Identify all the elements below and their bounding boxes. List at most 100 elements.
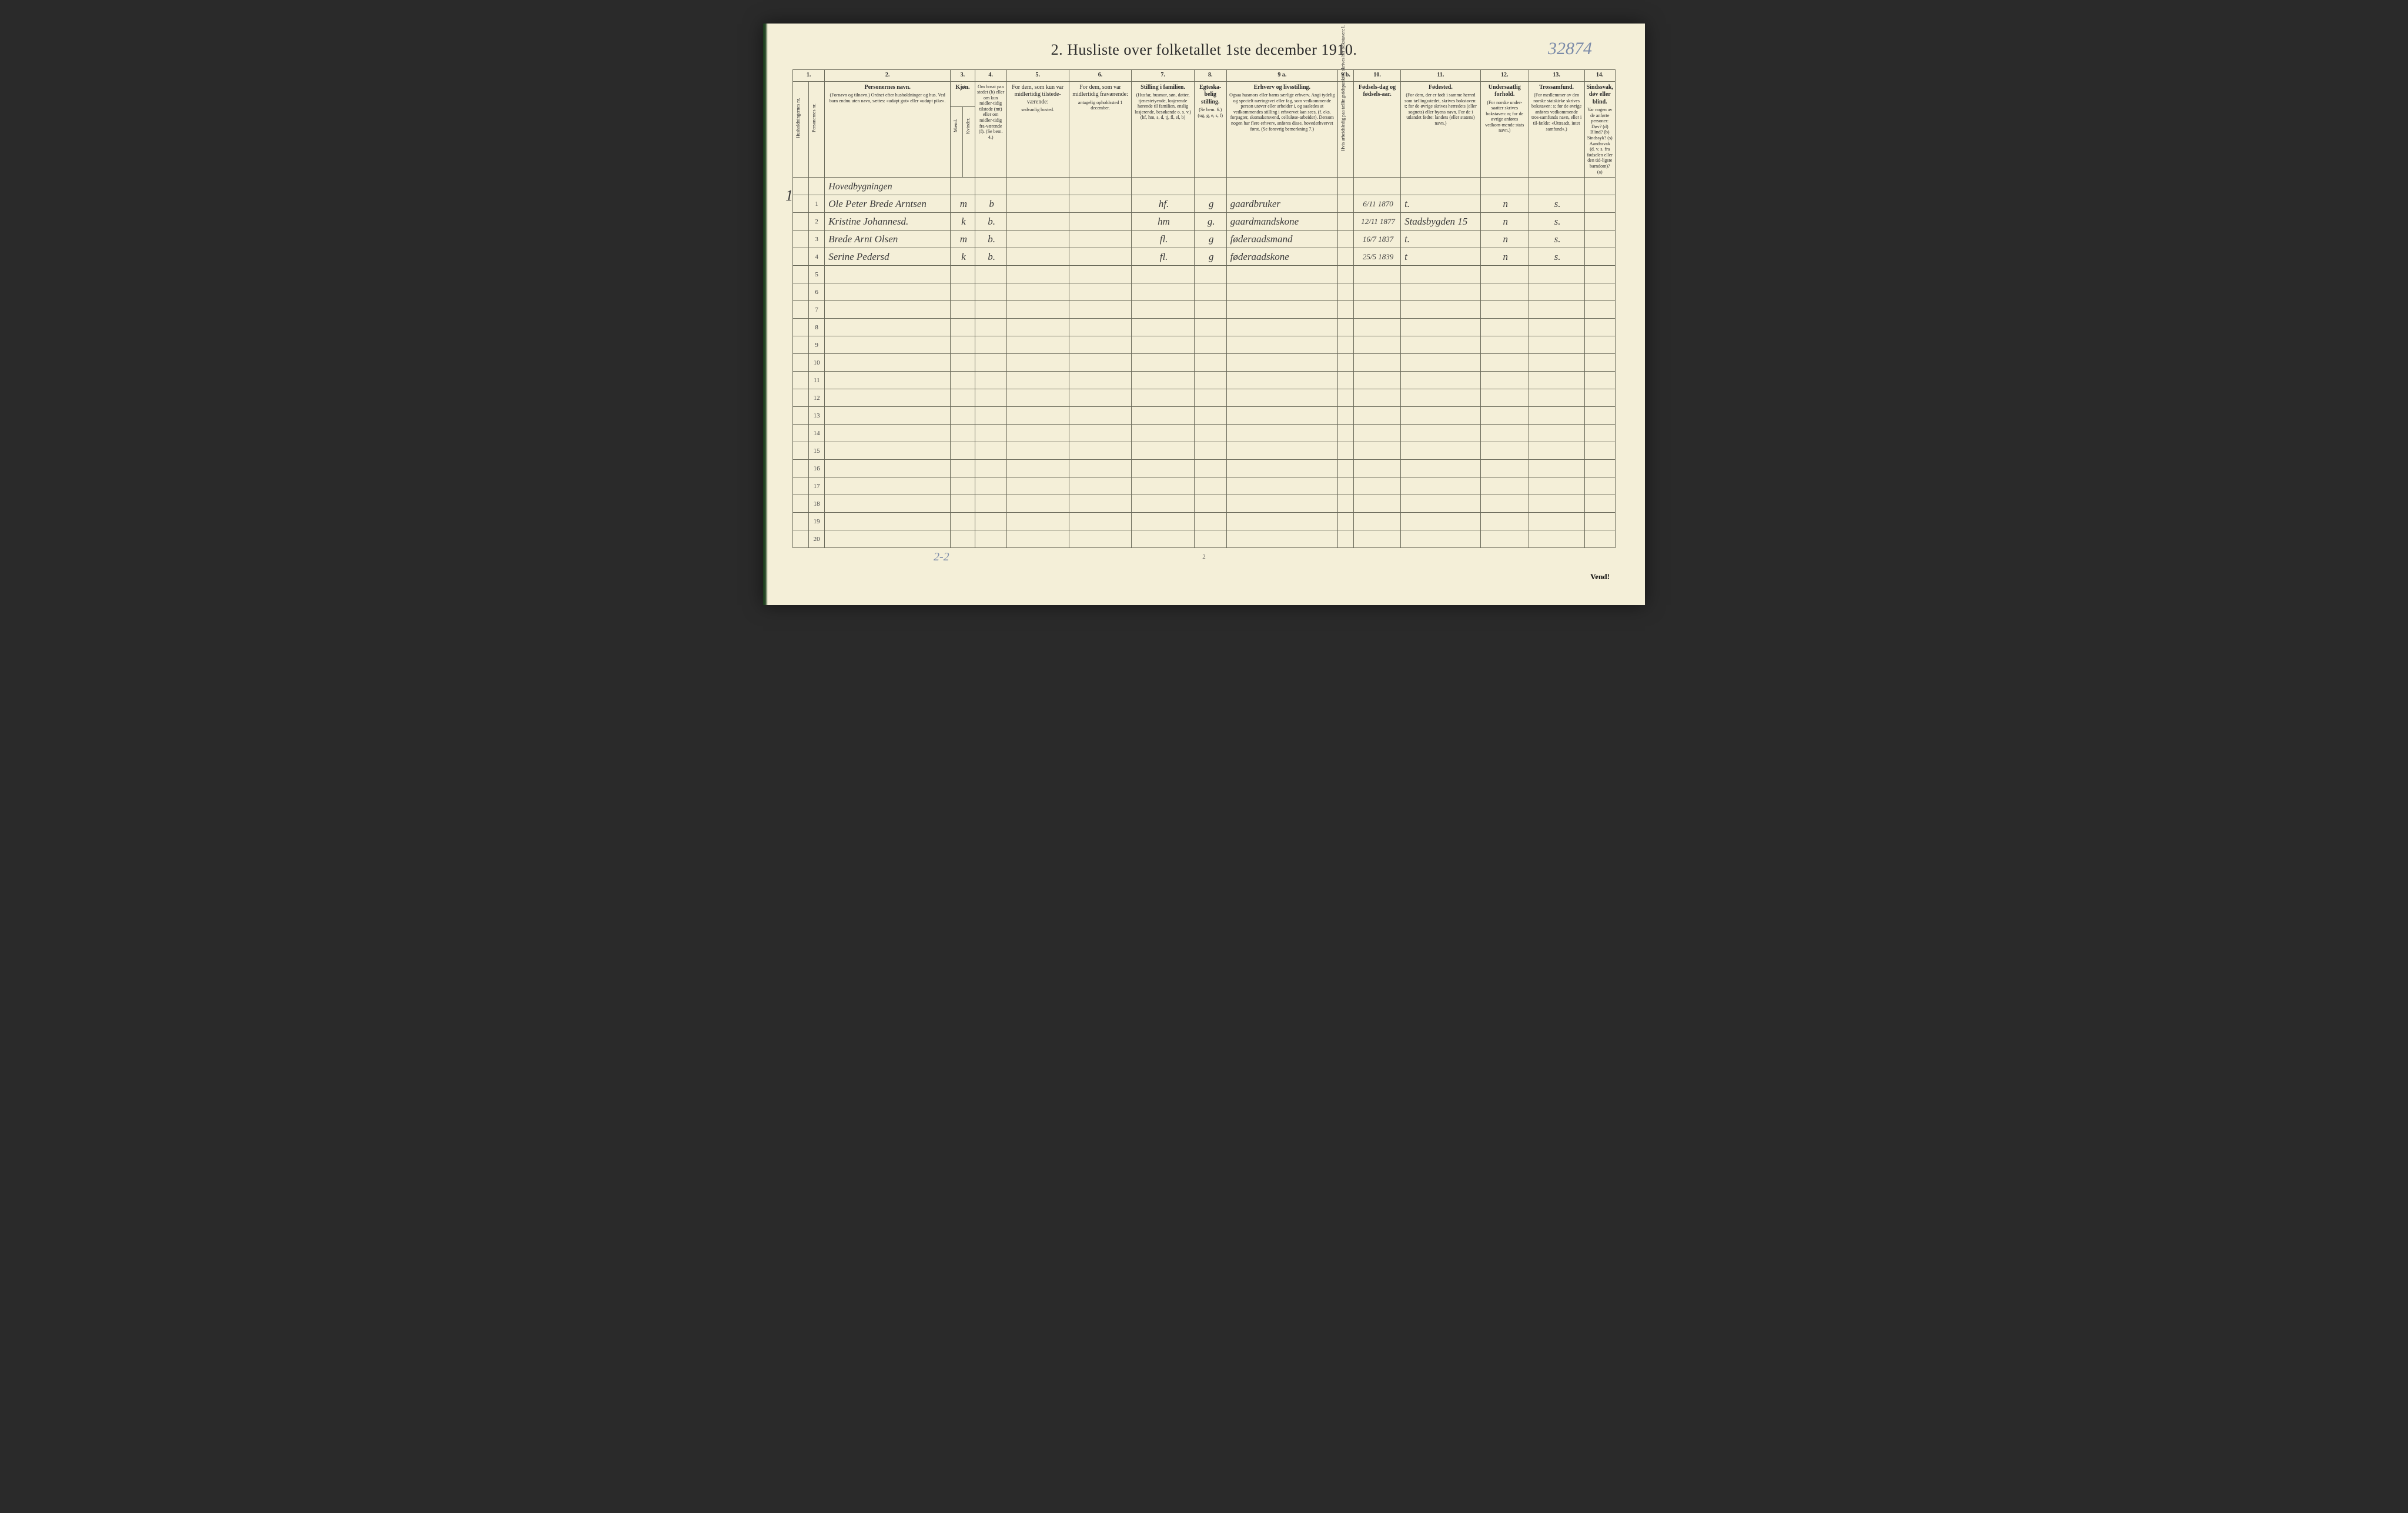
cell [1069,460,1132,477]
cell-unemployed [1337,213,1353,231]
cell-religion: s. [1529,231,1584,248]
head-religion-main: Trossamfund. [1531,84,1583,92]
cell [1354,425,1401,442]
cell [951,442,975,460]
cell [975,530,1006,548]
cell [1069,513,1132,530]
cell [1337,407,1353,425]
colnum-7: 7. [1132,70,1195,82]
cell [1480,301,1529,319]
cell [1584,495,1615,513]
head-infirmity-sub: Var nogen av de anførte personer: Døv? (… [1587,107,1613,175]
cell [1132,530,1195,548]
cell [1584,178,1615,195]
cell-dob: 6/11 1870 [1354,195,1401,213]
cell-family-pos: hm [1132,213,1195,231]
cell [1354,336,1401,354]
cell-infirmity [1584,195,1615,213]
cell-occupation: føderaadsmand [1226,231,1337,248]
cell [1401,425,1481,442]
cell [1069,407,1132,425]
cell-person-num: 18 [809,495,825,513]
cell-sex: k [951,213,975,231]
cell [1226,425,1337,442]
cell [1401,460,1481,477]
cell [1529,354,1584,372]
cell [1194,301,1226,319]
cell [1006,178,1069,195]
head-temp-present-sub: sedvanlig bosted. [1009,107,1067,113]
cell [1194,354,1226,372]
cell [1337,319,1353,336]
page-title: 2. Husliste over folketallet 1ste decemb… [1051,41,1357,58]
cell [1194,530,1226,548]
cell [1354,442,1401,460]
cell [1132,407,1195,425]
cell [1226,301,1337,319]
cell-person-num: 9 [809,336,825,354]
cell [1194,460,1226,477]
cell-hh [793,389,809,407]
cell-hh [793,372,809,389]
cell-hh [793,266,809,283]
cell [1006,513,1069,530]
cell [1480,336,1529,354]
cell [1337,336,1353,354]
cell-hh [793,336,809,354]
cell [825,319,951,336]
cell-person-num: 10 [809,354,825,372]
section-label: Hovedbygningen [828,182,892,192]
cell [1529,266,1584,283]
head-residence-sub: Om bosat paa stedet (b) eller om kun mid… [977,84,1005,141]
cell [1337,477,1353,495]
section-row: Hovedbygningen [793,178,1616,195]
head-dob-main: Fødsels-dag og fødsels-aar. [1356,84,1399,99]
cell [1226,266,1337,283]
cell [1480,442,1529,460]
cell [1006,283,1069,301]
cell-nationality: n [1480,195,1529,213]
cell [1194,407,1226,425]
section-label-cell: Hovedbygningen [825,178,951,195]
cell [1529,477,1584,495]
cell [1194,442,1226,460]
head-infirmity: Sindssvak, døv eller blind. Var nogen av… [1584,81,1615,178]
cell [975,372,1006,389]
cell-hh [793,319,809,336]
cell-hh [793,530,809,548]
cell [1226,319,1337,336]
cell [1132,513,1195,530]
colnum-4: 4. [975,70,1006,82]
cell [1226,389,1337,407]
colnum-8: 8. [1194,70,1226,82]
cell [951,389,975,407]
cell [1226,407,1337,425]
cell-religion: s. [1529,213,1584,231]
cell [1194,513,1226,530]
cell-marital: g [1194,231,1226,248]
head-sex-main: Kjøn. [952,84,973,92]
table-row-empty: 8 [793,319,1616,336]
cell [1529,442,1584,460]
cell [1401,354,1481,372]
cell [1480,178,1529,195]
cell [1069,442,1132,460]
cell [825,407,951,425]
cell [1401,513,1481,530]
head-unemployed: Hvis arbeidsledig paa tællingstidspunkte… [1337,81,1353,178]
cell [1006,425,1069,442]
cell [1006,266,1069,283]
cell-infirmity [1584,231,1615,248]
cell [1480,495,1529,513]
colnum-12: 12. [1480,70,1529,82]
cell [1226,354,1337,372]
cell [1337,389,1353,407]
table-row: 4Serine Pedersdkb.fl.gføderaadskone25/5 … [793,248,1616,266]
cell [951,283,975,301]
cell-hh [793,460,809,477]
cell [1337,530,1353,548]
cell [1226,460,1337,477]
cell-person-num: 14 [809,425,825,442]
cell-hh [793,354,809,372]
head-occupation-main: Erhverv og livsstilling. [1229,84,1336,92]
